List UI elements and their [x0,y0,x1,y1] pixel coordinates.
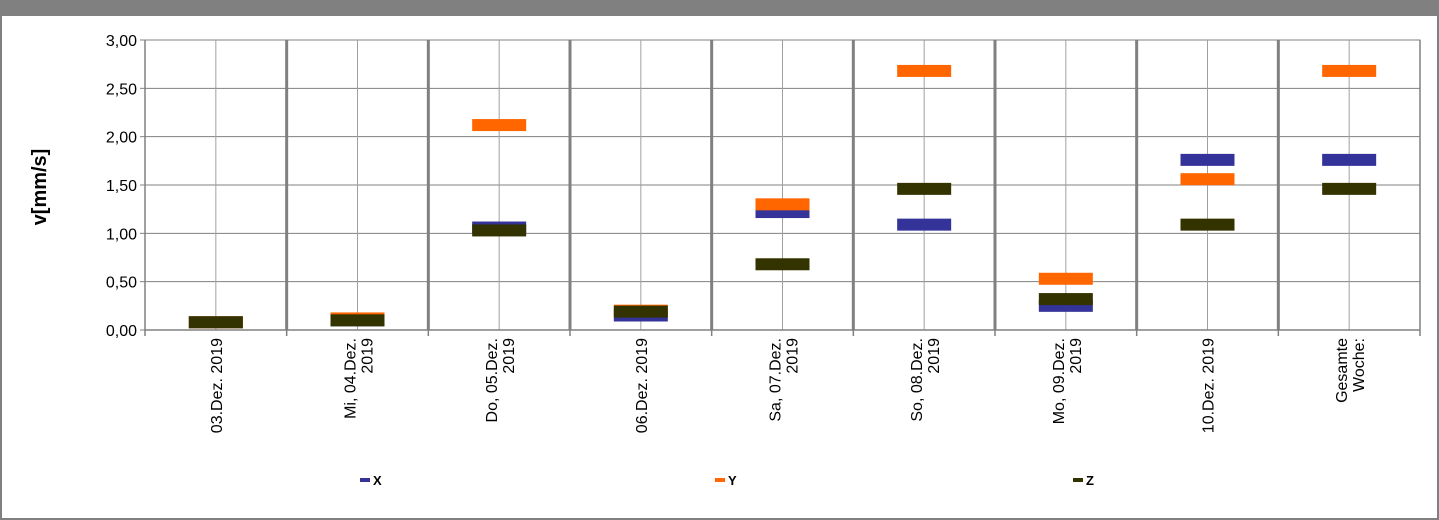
x-tick-label-line: Sa, 07.Dez. [768,338,785,422]
x-tick-label: Do, 05.Dez.2019 [484,338,518,423]
axis-layer [140,39,1421,336]
mark-layer [188,64,1377,329]
x-tick-label-line: 06.Dez. 2019 [634,338,651,433]
x-tick-label: 03.Dez. 2019 [209,338,226,433]
data-point-z [897,182,952,195]
x-tick-label-line: 03.Dez. 2019 [209,338,226,433]
legend-label-y: Y [728,473,737,488]
y-tick-label: 0,50 [106,275,137,292]
data-point-z [1038,293,1093,306]
x-tick-label-line: 10.Dez. 2019 [1201,338,1218,433]
legend-label-x: X [373,473,382,488]
data-point-y [755,198,810,211]
y-tick-label: 1,00 [106,226,137,243]
data-point-z [188,316,243,329]
x-tick-label-line: So, 08.Dez. [909,338,926,422]
x-tick-label-line: 2019 [501,338,518,374]
x-tick-label-line: 2019 [360,338,377,374]
label-layer: v[mm/s] 0,00 0,50 1,00 1,50 2,00 2,50 3,00 03.D… [29,33,1368,433]
x-tick-label: 06.Dez. 2019 [634,338,651,433]
legend-swatch-y [715,478,725,482]
data-point-y [1180,173,1235,186]
data-point-y [1038,272,1093,285]
data-point-x [1180,153,1235,166]
x-tick-label-line: Gesamte [1334,338,1351,403]
data-point-z [330,314,385,327]
data-point-z [613,305,668,318]
x-tick-label: Mi, 04.Dez.2019 [343,338,377,419]
legend: X Y Z [360,473,1094,488]
data-point-y [1322,64,1377,77]
x-tick-label-line: Mo, 09.Dez. [1051,338,1068,424]
data-point-y [897,64,952,77]
legend-swatch-z [1073,478,1083,482]
data-point-z [755,258,810,271]
legend-label-z: Z [1086,473,1094,488]
y-tick-label: 3,00 [106,33,137,50]
y-tick-label: 1,50 [106,178,137,195]
data-point-z [1180,218,1235,231]
x-tick-label: GesamteWoche: [1334,338,1368,403]
x-tick-label-line: Woche: [1351,338,1368,392]
x-tick-label-line: Do, 05.Dez. [484,338,501,422]
x-tick-label: Sa, 07.Dez.2019 [768,338,802,422]
x-tick-label-line: 2019 [785,338,802,374]
x-tick-label: So, 08.Dez.2019 [909,338,943,422]
x-tick-label-line: 2019 [1068,338,1085,374]
window-top-bar [0,0,1439,16]
data-point-z [1322,182,1377,195]
data-point-x [897,218,952,231]
x-tick-label-line: 2019 [926,338,943,374]
x-tick-label: Mo, 09.Dez.2019 [1051,338,1085,424]
y-tick-label: 2,00 [106,130,137,147]
y-tick-label: 2,50 [106,81,137,98]
data-point-y [472,119,527,132]
x-tick-label-line: Mi, 04.Dez. [343,338,360,419]
y-tick-label: 0,00 [106,323,137,340]
x-tick-label: 10.Dez. 2019 [1201,338,1218,433]
data-point-x [1322,153,1377,166]
data-point-z [472,224,527,237]
y-axis-label: v[mm/s] [29,149,51,226]
legend-swatch-x [360,478,370,482]
